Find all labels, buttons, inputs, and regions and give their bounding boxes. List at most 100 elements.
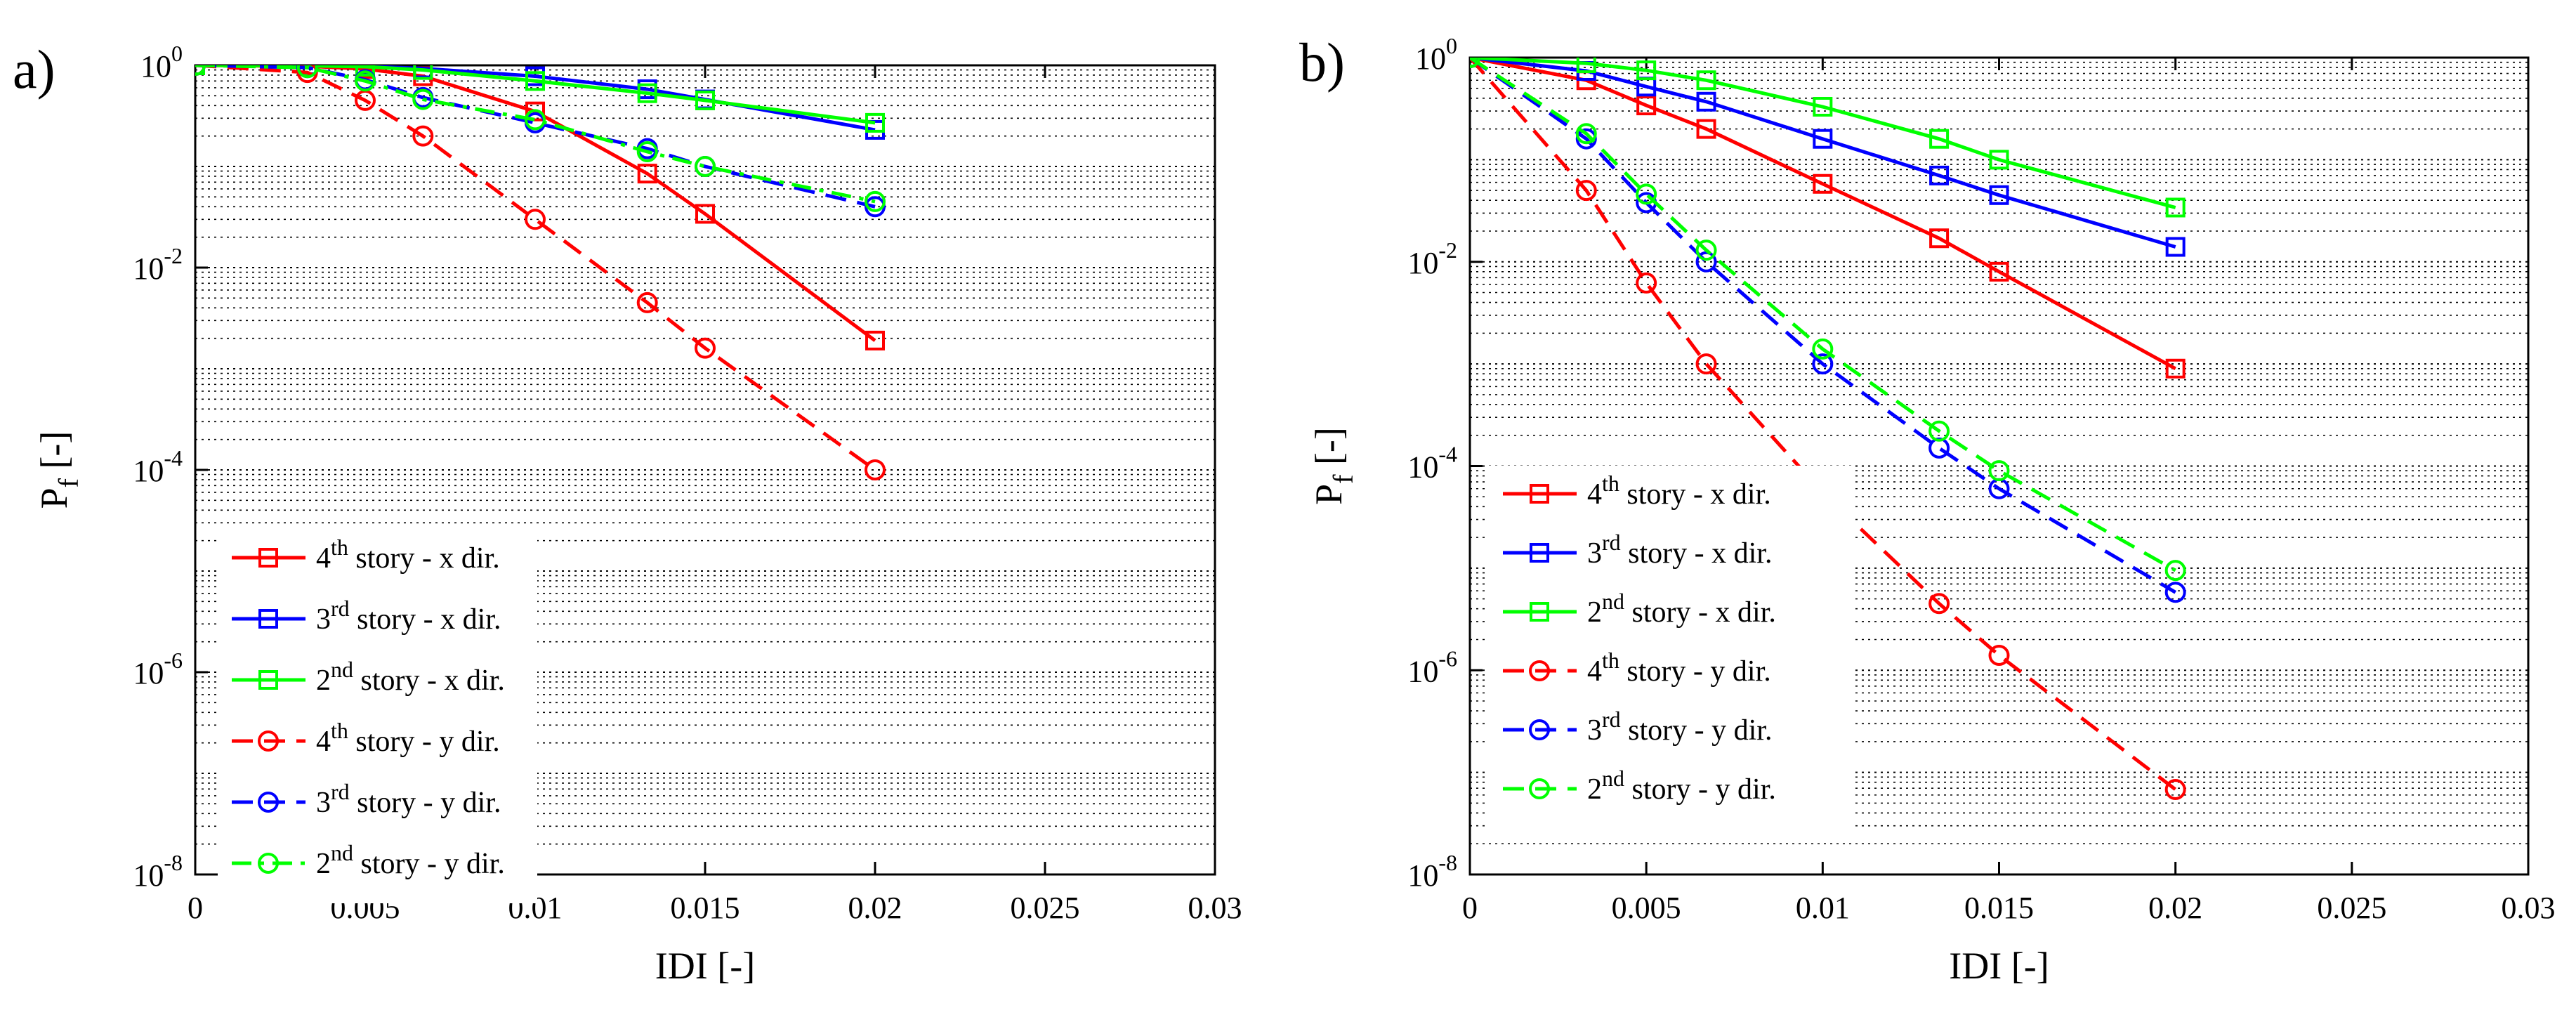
legend: 4th story - x dir. 3rd story - x dir. 2nd … [218, 530, 537, 903]
series-line [1470, 58, 2177, 791]
data-point [2165, 358, 2186, 379]
x-tick-label: 0.015 [1964, 891, 2034, 925]
data-point [412, 89, 434, 110]
series-3 [1470, 58, 2186, 218]
data-point [296, 65, 318, 79]
data-point [1575, 180, 1597, 202]
x-tick-label: 0.02 [848, 891, 902, 925]
series-2 [195, 65, 885, 140]
legend-item: 4th story - x dir. [232, 535, 500, 575]
x-tick-label: 0.01 [1796, 891, 1850, 925]
data-point [1636, 60, 1657, 81]
legend-marker [1529, 778, 1550, 799]
legend: 4th story - x dir. 3rd story - x dir. 2nd … [1489, 466, 1854, 827]
series-line [1470, 58, 2176, 209]
data-point [2164, 560, 2186, 582]
legend-marker [1529, 719, 1550, 740]
legend-box [218, 530, 537, 903]
legend-label: 2nd story - y dir. [316, 840, 505, 880]
data-point [1812, 338, 1834, 360]
data-point [1636, 183, 1657, 205]
data-point [695, 90, 715, 110]
x-tick-label: 0.02 [2148, 891, 2202, 925]
data-point [525, 209, 546, 230]
y-tick-label: 10-6 [1407, 645, 1457, 688]
legend-item: 2nd story - y dir. [1503, 766, 1776, 806]
legend-marker [1530, 543, 1549, 563]
panel-label: b) [1299, 32, 1345, 93]
panel-label: a) [13, 39, 55, 100]
x-tick-label: 0.025 [1011, 891, 1080, 925]
y-axis-label: Pf [-] [1308, 427, 1359, 505]
x-tick-label: 0.03 [1188, 891, 1242, 925]
y-tick-label: 10-2 [1407, 237, 1457, 280]
data-point [1695, 353, 1717, 375]
data-point [695, 156, 716, 177]
data-point [1928, 420, 1950, 442]
data-point [2164, 582, 2186, 603]
legend-label: 4th story - y dir. [316, 718, 500, 758]
data-point [2164, 778, 2186, 800]
legend-item: 4th story - y dir. [232, 718, 500, 758]
data-point [637, 164, 657, 184]
series-line [1470, 58, 2176, 249]
series-line [195, 65, 876, 204]
data-point [1636, 272, 1657, 294]
series-6 [1470, 58, 2186, 582]
series-line [1470, 58, 2176, 572]
legend-item: 3rd story - y dir. [1503, 707, 1772, 747]
y-tick-label: 10-8 [133, 850, 183, 893]
data-point [1989, 185, 2009, 205]
x-tick-label: 0.005 [1612, 891, 1681, 925]
x-axis-label: IDI [-] [1949, 945, 2049, 987]
x-tick-label: 0.025 [2317, 891, 2386, 925]
data-point [1813, 129, 1833, 149]
legend-label: 4th story - x dir. [316, 535, 500, 575]
data-point [1929, 165, 1950, 185]
legend-label: 4th story - x dir. [1587, 471, 1771, 511]
data-point [1695, 240, 1717, 261]
legend-box [1489, 466, 1854, 827]
legend-label: 4th story - y dir. [1587, 648, 1771, 688]
x-tick-label: 0 [188, 891, 203, 925]
data-point [525, 101, 545, 122]
legend-item: 3rd story - x dir. [232, 596, 501, 636]
data-point [1989, 150, 2009, 170]
data-point [865, 112, 885, 133]
data-point [1988, 460, 2010, 482]
data-point [1813, 173, 1833, 194]
legend-label: 3rd story - y dir. [316, 779, 501, 819]
series-line [1470, 58, 2176, 594]
data-point [636, 140, 658, 162]
y-tick-label: 10-8 [1407, 850, 1457, 893]
series-1 [195, 65, 885, 350]
legend-item: 4th story - x dir. [1503, 471, 1771, 511]
legend-marker [258, 548, 278, 568]
data-point [2165, 237, 2186, 257]
chart-panel-2: 0 0.005 0.01 0.015 0.02 0.025 0.03 100 10-2 10-4 1… [1299, 32, 2556, 987]
data-point [525, 109, 546, 131]
data-point [865, 459, 886, 480]
legend-label: 2nd story - x dir. [316, 657, 505, 697]
legend-marker [258, 730, 279, 752]
data-point [1813, 96, 1833, 117]
data-point [1928, 437, 1950, 459]
data-point [695, 337, 716, 359]
legend-label: 2nd story - y dir. [1587, 766, 1776, 806]
legend-label: 2nd story - x dir. [1587, 589, 1776, 629]
legend-label: 3rd story - x dir. [1587, 530, 1772, 570]
series-6 [195, 65, 886, 212]
plot-area [1470, 58, 2186, 800]
data-point [1928, 593, 1950, 615]
legend-label: 3rd story - y dir. [1587, 707, 1772, 747]
legend-marker [258, 792, 279, 813]
data-point [1575, 123, 1597, 145]
legend-marker [258, 670, 278, 690]
data-point [1576, 58, 1596, 74]
data-point [1696, 70, 1716, 91]
legend-marker [1530, 602, 1549, 622]
data-point [637, 83, 657, 103]
legend-item: 3rd story - y dir. [232, 779, 501, 819]
legend-marker [1529, 660, 1550, 681]
